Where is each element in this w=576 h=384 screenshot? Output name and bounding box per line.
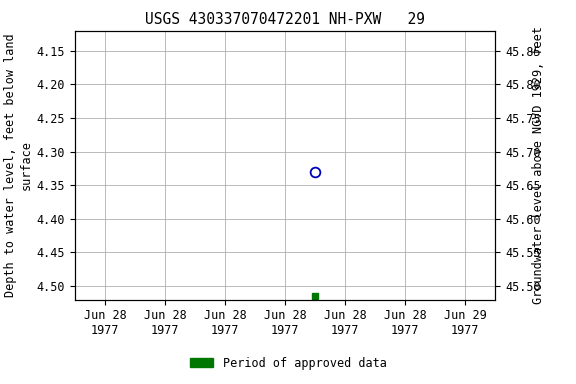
Title: USGS 430337070472201 NH-PXW   29: USGS 430337070472201 NH-PXW 29 bbox=[145, 12, 425, 27]
Y-axis label: Depth to water level, feet below land
surface: Depth to water level, feet below land su… bbox=[5, 33, 32, 297]
Y-axis label: Groundwater level above NGVD 1929, feet: Groundwater level above NGVD 1929, feet bbox=[532, 26, 545, 304]
Legend: Period of approved data: Period of approved data bbox=[185, 352, 391, 374]
